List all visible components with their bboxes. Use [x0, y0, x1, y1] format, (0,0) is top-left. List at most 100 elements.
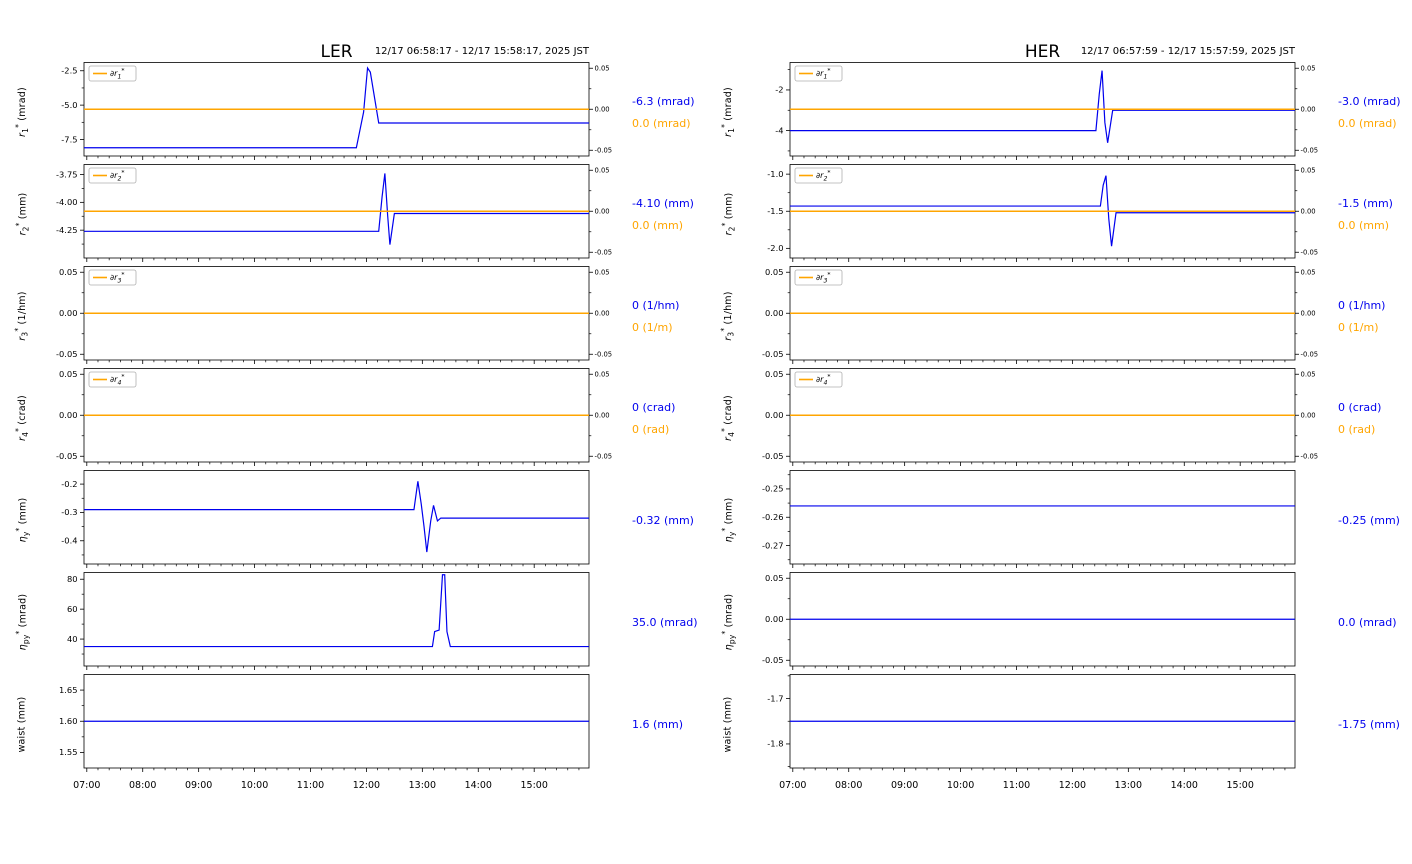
series-blue-line — [84, 66, 589, 149]
panel-eta-py: ηpy* (mrad) 0.05 0.00 -0.05 0.0 (mrad) — [706, 572, 1412, 672]
svg-text:07:00: 07:00 — [73, 780, 100, 791]
panel-eta-y: ηy* (mm) -0.2 -0.3 -0.4 -0.32 (mm) — [0, 470, 706, 570]
legend: ∂r4* — [794, 371, 843, 388]
svg-text:08:00: 08:00 — [129, 780, 156, 791]
svg-text:-7.5: -7.5 — [61, 134, 77, 144]
ler-timerange: 12/17 06:58:17 - 12/17 15:58:17, 2025 JS… — [374, 46, 589, 57]
svg-text:-0.05: -0.05 — [1301, 249, 1319, 257]
svg-text:-0.05: -0.05 — [762, 655, 783, 665]
panel-r4: r4* (crad) 0.05 0.00 -0.05 0.05 0.00 -0.05 ∂r4*… — [0, 368, 706, 468]
legend: ∂r4* — [88, 371, 137, 388]
svg-text:-0.05: -0.05 — [56, 349, 77, 359]
value-label-blue: 0.0 (mrad) — [1338, 615, 1397, 629]
svg-text:11:00: 11:00 — [1003, 780, 1030, 791]
svg-text:∂r2*: ∂r2* — [110, 169, 124, 182]
value-label-orange: 0.0 (mm) — [632, 218, 684, 232]
svg-text:0.00: 0.00 — [1301, 310, 1316, 318]
svg-text:0.00: 0.00 — [595, 310, 610, 318]
value-label-blue: -0.25 (mm) — [1338, 513, 1400, 527]
plot-eta-y: -0.2 -0.3 -0.4 — [61, 470, 590, 568]
svg-text:∂r3*: ∂r3* — [110, 271, 124, 284]
plot-r2: -3.75 -4.00 -4.25 0.05 0.00 -0.05 ∂r2* — [56, 164, 613, 262]
legend: ∂r3* — [88, 269, 137, 286]
panel-r3: r3* (1/hm) 0.05 0.00 -0.05 0.05 0.00 -0.05 ∂r3*… — [0, 266, 706, 366]
svg-text:0.05: 0.05 — [765, 369, 783, 379]
plot-waist: 1.65 1.60 1.55 — [59, 674, 590, 772]
svg-text:1.60: 1.60 — [59, 716, 77, 726]
svg-text:-1.5: -1.5 — [767, 206, 783, 216]
value-readouts-r3: 0 (1/hm) 0 (1/m) — [629, 266, 706, 366]
plot-r1: -2.5 -5.0 -7.5 0.05 0.00 -0.05 ∂r1* — [61, 62, 613, 160]
svg-text:0.05: 0.05 — [595, 371, 610, 379]
svg-text:40: 40 — [67, 634, 78, 644]
ler-panel-stack: r1* (mrad) -2.5 -5.0 -7.5 0.05 0.00 -0.05 ∂r1* -… — [0, 62, 706, 774]
svg-text:-4.25: -4.25 — [56, 225, 77, 235]
value-readouts-eta-y: -0.25 (mm) — [1335, 470, 1412, 570]
her-header: HER 12/17 06:57:59 - 12/17 15:57:59, 202… — [706, 6, 1412, 62]
value-label-blue: -0.32 (mm) — [632, 513, 694, 527]
svg-text:14:00: 14:00 — [1171, 780, 1198, 791]
svg-text:-0.27: -0.27 — [762, 540, 783, 550]
series-blue-line — [790, 70, 1295, 143]
legend: ∂r2* — [794, 167, 843, 184]
value-label-blue: -1.75 (mm) — [1338, 717, 1400, 731]
svg-text:12:00: 12:00 — [1059, 780, 1086, 791]
panel-r1: r1* (mrad) -2 -4 0.05 0.00 -0.05 ∂r1* -3.0 (mra… — [706, 62, 1412, 162]
svg-text:-0.25: -0.25 — [762, 484, 783, 494]
series-blue-line — [84, 481, 589, 553]
y-axis-label-r4: r4* (crad) — [719, 395, 737, 441]
svg-text:-2.0: -2.0 — [767, 243, 783, 253]
value-label-blue: -1.5 (mm) — [1338, 196, 1393, 210]
svg-text:-0.05: -0.05 — [595, 147, 613, 155]
ler-title: LER — [320, 42, 353, 62]
svg-text:-0.2: -0.2 — [61, 479, 77, 489]
value-label-blue: 0 (crad) — [632, 400, 676, 414]
panel-waist: waist (mm) -1.7 -1.8 -1.75 (mm) — [706, 674, 1412, 774]
value-readouts-eta-py: 35.0 (mrad) — [629, 572, 706, 672]
y-axis-label-eta-py: ηpy* (mrad) — [719, 593, 737, 651]
svg-text:80: 80 — [67, 574, 78, 584]
panel-r1: r1* (mrad) -2.5 -5.0 -7.5 0.05 0.00 -0.05 ∂r1* -… — [0, 62, 706, 162]
value-label-orange: 0 (1/m) — [632, 320, 673, 334]
legend: ∂r2* — [88, 167, 137, 184]
y-axis-label-r2: r2* (mm) — [13, 192, 31, 236]
her-timerange: 12/17 06:57:59 - 12/17 15:57:59, 2025 JS… — [1080, 46, 1295, 57]
svg-text:-1.7: -1.7 — [767, 693, 783, 703]
svg-text:-0.05: -0.05 — [595, 249, 613, 257]
svg-text:12:00: 12:00 — [353, 780, 380, 791]
svg-text:∂r1*: ∂r1* — [816, 67, 830, 80]
legend: ∂r1* — [794, 65, 843, 82]
svg-text:-0.05: -0.05 — [56, 451, 77, 461]
value-label-blue: -4.10 (mm) — [632, 196, 694, 210]
y-axis-label-r2: r2* (mm) — [719, 192, 737, 236]
value-label-orange: 0.0 (mrad) — [632, 116, 691, 130]
svg-text:0.00: 0.00 — [595, 412, 610, 420]
her-panel-stack: r1* (mrad) -2 -4 0.05 0.00 -0.05 ∂r1* -3.0 (mra… — [706, 62, 1412, 774]
svg-text:-0.3: -0.3 — [61, 507, 77, 517]
svg-text:0.05: 0.05 — [765, 573, 783, 583]
svg-text:0.05: 0.05 — [595, 269, 610, 277]
svg-text:0.00: 0.00 — [595, 208, 610, 216]
svg-text:∂r2*: ∂r2* — [816, 169, 830, 182]
series-blue-line — [790, 175, 1295, 247]
svg-text:1.65: 1.65 — [59, 685, 77, 695]
plot-r3: 0.05 0.00 -0.05 0.05 0.00 -0.05 ∂r3* — [56, 266, 612, 364]
value-readouts-eta-py: 0.0 (mrad) — [1335, 572, 1412, 672]
svg-text:∂r1*: ∂r1* — [110, 67, 124, 80]
svg-text:09:00: 09:00 — [185, 780, 212, 791]
legend: ∂r3* — [794, 269, 843, 286]
svg-text:0.05: 0.05 — [1301, 269, 1316, 277]
y-axis-label-eta-py: ηpy* (mrad) — [13, 593, 31, 651]
svg-text:13:00: 13:00 — [409, 780, 436, 791]
panel-r3: r3* (1/hm) 0.05 0.00 -0.05 0.05 0.00 -0.05 ∂r3*… — [706, 266, 1412, 366]
x-axis-tick-labels: 07:00 08:00 09:00 10:00 11:00 12:00 13:00 14:00… — [73, 780, 548, 791]
value-readouts-r3: 0 (1/hm) 0 (1/m) — [1335, 266, 1412, 366]
optics-monitor: LER 12/17 06:58:17 - 12/17 15:58:17, 202… — [0, 6, 1412, 794]
svg-text:-0.05: -0.05 — [595, 453, 613, 461]
value-label-orange: 0.0 (mrad) — [1338, 116, 1397, 130]
series-blue-line — [84, 574, 589, 648]
svg-text:14:00: 14:00 — [465, 780, 492, 791]
ler-x-axis: 07:00 08:00 09:00 10:00 11:00 12:00 13:00 14:00… — [0, 776, 706, 794]
panel-waist: waist (mm) 1.65 1.60 1.55 1.6 (mm) — [0, 674, 706, 774]
svg-text:0.05: 0.05 — [595, 65, 610, 73]
